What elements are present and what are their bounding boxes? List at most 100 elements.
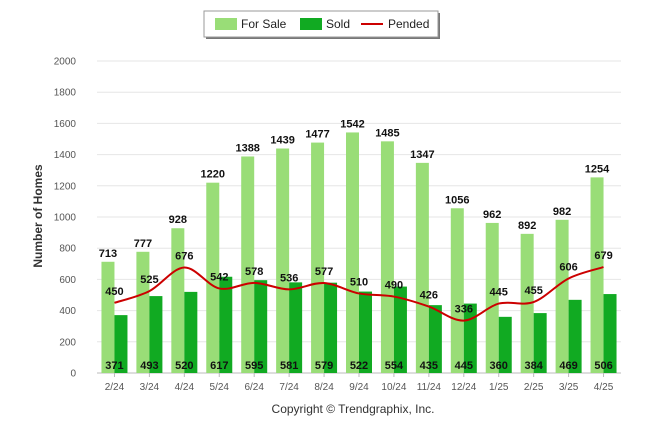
bar-sold — [498, 316, 512, 373]
x-tick-label: 4/24 — [175, 382, 195, 393]
x-tick-label: 1/25 — [489, 382, 509, 393]
data-label-for-sale: 1477 — [305, 129, 329, 141]
bar-sold — [184, 291, 198, 373]
y-tick-label: 1800 — [54, 88, 77, 99]
data-label-pended: 676 — [175, 251, 193, 263]
data-label-sold: 522 — [350, 360, 368, 372]
data-label-pended: 336 — [455, 304, 473, 316]
legend: For Sale Sold Pended — [203, 10, 440, 39]
bar-sold — [219, 276, 233, 373]
data-label-sold: 493 — [140, 360, 158, 372]
y-tick-label: 400 — [59, 306, 76, 317]
line-layer — [114, 266, 604, 322]
x-tick-label: 12/24 — [451, 382, 476, 393]
bar-for-sale — [590, 177, 604, 373]
data-label-for-sale: 1347 — [410, 149, 434, 161]
x-tick-label: 5/24 — [210, 382, 230, 393]
bar-sold — [393, 286, 407, 373]
y-axis-label: Number of Homes — [31, 164, 45, 268]
legend-label-sold: Sold — [326, 17, 350, 31]
data-label-for-sale: 928 — [169, 214, 187, 226]
x-tick-label: 10/24 — [381, 382, 406, 393]
data-label-sold: 384 — [524, 360, 543, 372]
bar-for-sale — [241, 156, 255, 373]
bars-layer — [101, 132, 617, 373]
bar-sold — [533, 313, 547, 373]
sold-labels-layer: 371 493 520 617 595 581 579 522 554 435 445 360 384 4… — [105, 360, 612, 372]
data-label-pended: 606 — [559, 261, 577, 273]
bar-for-sale — [136, 251, 150, 373]
data-label-pended: 679 — [594, 250, 612, 262]
y-axis-ticks: 0 200 400 600 800 1000 1200 1400 1600 1800 2000 — [54, 57, 77, 380]
bar-for-sale — [311, 142, 325, 373]
data-label-pended: 450 — [105, 286, 123, 298]
bar-sold — [359, 291, 372, 373]
y-tick-label: 200 — [59, 337, 76, 348]
data-label-sold: 520 — [175, 360, 193, 372]
y-tick-label: 600 — [59, 275, 76, 286]
bar-for-sale — [555, 219, 569, 373]
data-label-pended: 542 — [210, 271, 228, 283]
bar-for-sale — [485, 222, 499, 373]
y-tick-label: 1200 — [54, 181, 77, 192]
pended-line — [114, 266, 604, 322]
bar-sold — [324, 282, 338, 373]
data-label-pended: 536 — [280, 272, 298, 284]
bar-for-sale — [276, 148, 290, 373]
data-label-sold: 595 — [245, 360, 263, 372]
data-label-for-sale: 1439 — [270, 135, 294, 147]
x-tick-label: 2/25 — [524, 382, 544, 393]
data-label-sold: 581 — [280, 360, 298, 372]
data-label-for-sale: 892 — [518, 220, 536, 232]
data-label-pended: 426 — [420, 290, 438, 302]
data-label-for-sale: 777 — [134, 238, 152, 250]
y-tick-label: 800 — [59, 244, 76, 255]
data-label-sold: 506 — [594, 360, 612, 372]
data-label-pended: 525 — [140, 274, 158, 286]
legend-label-pended: Pended — [388, 17, 429, 31]
data-label-pended: 455 — [524, 285, 542, 297]
x-tick-label: 3/24 — [140, 382, 160, 393]
bar-sold — [428, 305, 442, 373]
y-tick-label: 1400 — [54, 150, 77, 161]
pended-labels-layer: 450 525 676 542 578 536 577 510 490 426 336 445 455 6… — [105, 250, 612, 316]
x-tick-label: 11/24 — [417, 382, 442, 393]
data-label-for-sale: 1485 — [375, 127, 399, 139]
data-label-for-sale: 713 — [99, 248, 117, 260]
x-tick-label: 4/25 — [594, 382, 614, 393]
bar-for-sale — [380, 141, 394, 373]
data-label-pended: 578 — [245, 266, 263, 278]
bar-sold — [289, 282, 303, 373]
bar-sold — [603, 294, 617, 373]
bar-for-sale — [346, 132, 359, 373]
x-tick-label: 2/24 — [105, 382, 125, 393]
bar-for-sale — [171, 228, 185, 373]
y-tick-label: 2000 — [54, 57, 77, 68]
bar-sold — [568, 299, 582, 373]
bar-sold — [254, 280, 268, 373]
bar-for-sale — [415, 162, 429, 373]
data-label-sold: 445 — [455, 360, 473, 372]
bar-for-sale — [101, 261, 115, 373]
data-label-sold: 554 — [385, 360, 404, 372]
data-label-pended: 577 — [315, 266, 333, 278]
y-tick-label: 0 — [70, 369, 76, 380]
data-label-sold: 371 — [105, 360, 123, 372]
data-label-for-sale: 1542 — [340, 118, 364, 130]
data-label-for-sale: 1056 — [445, 194, 469, 206]
data-label-sold: 579 — [315, 360, 333, 372]
data-label-sold: 360 — [490, 360, 508, 372]
x-tick-label: 8/24 — [314, 382, 334, 393]
x-tick-label: 7/24 — [279, 382, 299, 393]
data-label-for-sale: 1254 — [585, 163, 610, 175]
data-label-pended: 490 — [385, 280, 403, 292]
x-tick-label: 3/25 — [559, 382, 579, 393]
copyright-footer: Copyright © Trendgraphix, Inc. — [272, 402, 435, 416]
x-tick-label: 6/24 — [244, 382, 264, 393]
y-tick-label: 1600 — [54, 119, 77, 130]
data-label-pended: 445 — [490, 287, 508, 299]
legend-swatch-sold — [300, 18, 322, 30]
bar-for-sale — [206, 182, 220, 373]
bar-sold — [114, 315, 128, 373]
